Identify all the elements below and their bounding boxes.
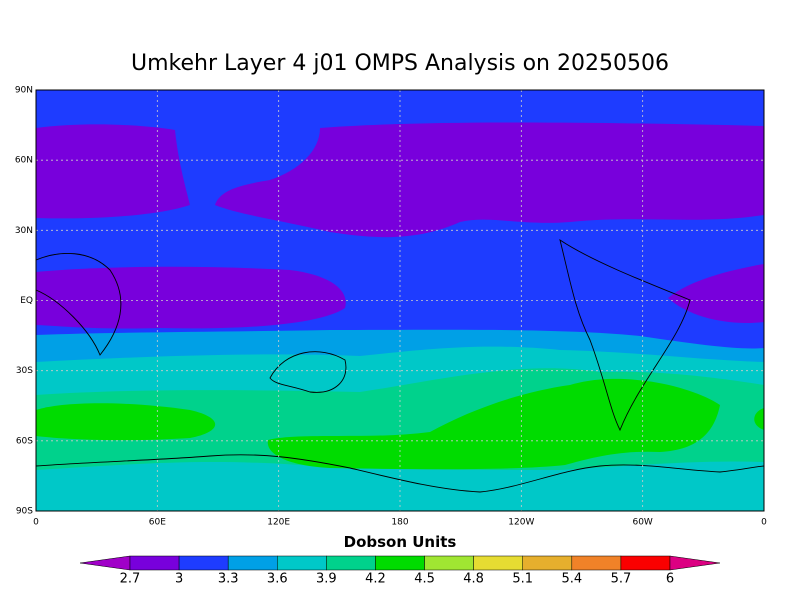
colorbar-over xyxy=(669,555,721,571)
y-tick-label: EQ xyxy=(20,296,33,306)
x-tick-label: 120W xyxy=(508,518,534,528)
y-tick-label: 60S xyxy=(16,436,33,446)
x-tick-label: 0 xyxy=(33,518,39,528)
x-tick-label: 180 xyxy=(391,518,408,528)
colorbar-tick-label: 3.3 xyxy=(218,572,239,587)
colorbar: 2.7 3 3.3 3.6 3.9 4.2 4.5 4.8 5.1 5.4 5.7 6 xyxy=(79,555,721,587)
colorbar-tick-label: 5.7 xyxy=(611,572,632,587)
colorbar-tick-label: 4.8 xyxy=(463,572,484,587)
colorbar-segment xyxy=(620,555,671,571)
field-region xyxy=(215,122,764,238)
colorbar-tick-label: 4.2 xyxy=(365,572,386,587)
colorbar-segment xyxy=(227,555,278,571)
colorbar-under xyxy=(79,555,131,571)
colorbar-tick-label: 5.1 xyxy=(512,572,533,587)
x-tick-label: 60E xyxy=(149,518,166,528)
colorbar-tick-label: 6 xyxy=(666,572,674,587)
coastline xyxy=(559,238,691,432)
colorbar-segment xyxy=(178,555,229,571)
map-title: Umkehr Layer 4 j01 OMPS Analysis on 2025… xyxy=(131,51,669,76)
y-tick-label: 30S xyxy=(16,366,33,376)
gridlines xyxy=(36,90,764,511)
colorbar-tick-label: 2.7 xyxy=(120,572,141,587)
y-tick-label: 60N xyxy=(15,156,33,166)
coastline xyxy=(36,454,764,493)
colorbar-label: Dobson Units xyxy=(344,533,457,551)
colorbar-segment xyxy=(424,555,474,571)
colorbar-tick-label: 3.6 xyxy=(267,572,288,587)
field-region xyxy=(754,408,764,430)
coastline xyxy=(36,252,122,356)
colorbar-tick-label: 5.4 xyxy=(561,572,582,587)
colorbar-segment xyxy=(277,555,327,571)
coastline xyxy=(269,351,347,393)
y-tick-label: 90N xyxy=(15,86,33,96)
y-tick-label: 90S xyxy=(16,507,33,517)
colorbar-segment xyxy=(326,555,376,571)
x-tick-label: 0 xyxy=(761,518,767,528)
field-region xyxy=(36,124,190,219)
colorbar-segment xyxy=(571,555,622,571)
colorbar-tick-label: 3 xyxy=(175,572,183,587)
x-tick-label: 60W xyxy=(632,518,652,528)
y-tick-label: 30N xyxy=(15,226,33,236)
plot-frame xyxy=(35,89,765,512)
colorbar-tick-label: 3.9 xyxy=(316,572,337,587)
field-region xyxy=(668,264,764,323)
field-region xyxy=(36,266,346,329)
field-region xyxy=(267,378,720,470)
x-tick-label: 120E xyxy=(267,518,290,528)
colorbar-segment xyxy=(129,555,180,571)
colorbar-segment xyxy=(473,555,523,571)
colorbar-tick-label: 4.5 xyxy=(414,572,435,587)
colorbar-segment xyxy=(522,555,573,571)
field-region xyxy=(36,403,216,441)
colorbar-segment xyxy=(375,555,425,571)
